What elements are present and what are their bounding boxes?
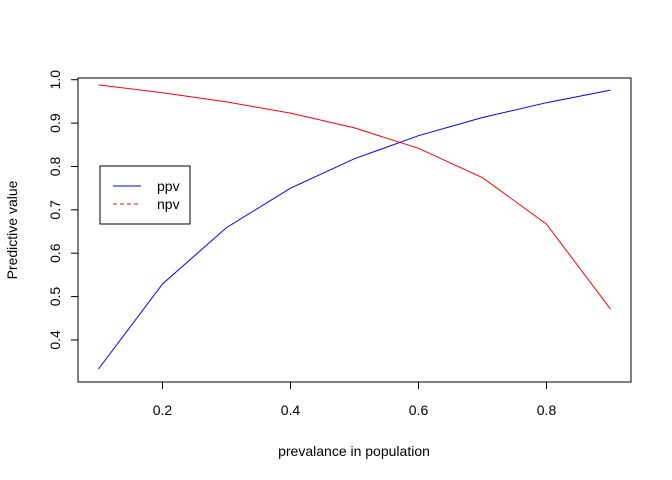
y-tick-label: 0.4 [47,330,63,350]
y-tick-label: 0.6 [47,243,63,263]
legend-label-npv: npv [157,196,180,212]
y-tick-label: 0.7 [47,200,63,220]
x-tick-label: 0.8 [537,402,557,418]
ppv-line [98,89,611,370]
y-tick-label: 0.5 [47,287,63,307]
series-layer [98,84,611,370]
y-axis-label: Predictive value [4,180,20,279]
x-axis: 0.2 0.4 0.6 0.8 [153,381,557,418]
legend: ppv npv [99,165,191,225]
legend-box [99,165,191,225]
x-tick-label: 0.6 [409,402,429,418]
npv-line [98,84,611,310]
legend-label-ppv: ppv [157,178,180,194]
x-tick-label: 0.4 [281,402,301,418]
y-axis: 0.4 0.5 0.6 0.7 0.8 0.9 1.0 [47,70,79,350]
y-tick-label: 0.9 [47,113,63,133]
x-tick-label: 0.2 [153,402,173,418]
plot-area [77,77,632,383]
y-tick-label: 0.8 [47,157,63,177]
x-axis-label: prevalance in population [278,443,430,459]
y-tick-label: 1.0 [47,70,63,90]
